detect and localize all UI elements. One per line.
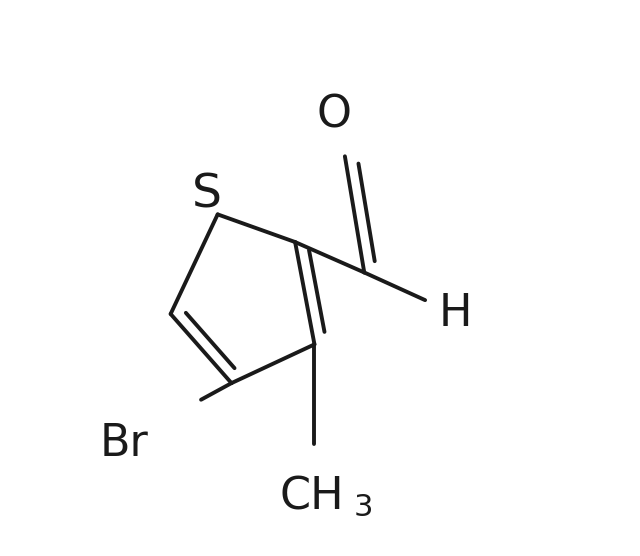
Text: Br: Br [99,423,148,465]
Text: S: S [191,172,221,217]
Text: CH: CH [280,475,344,518]
Text: O: O [316,93,351,136]
Text: 3: 3 [353,493,372,522]
Text: H: H [439,292,472,335]
